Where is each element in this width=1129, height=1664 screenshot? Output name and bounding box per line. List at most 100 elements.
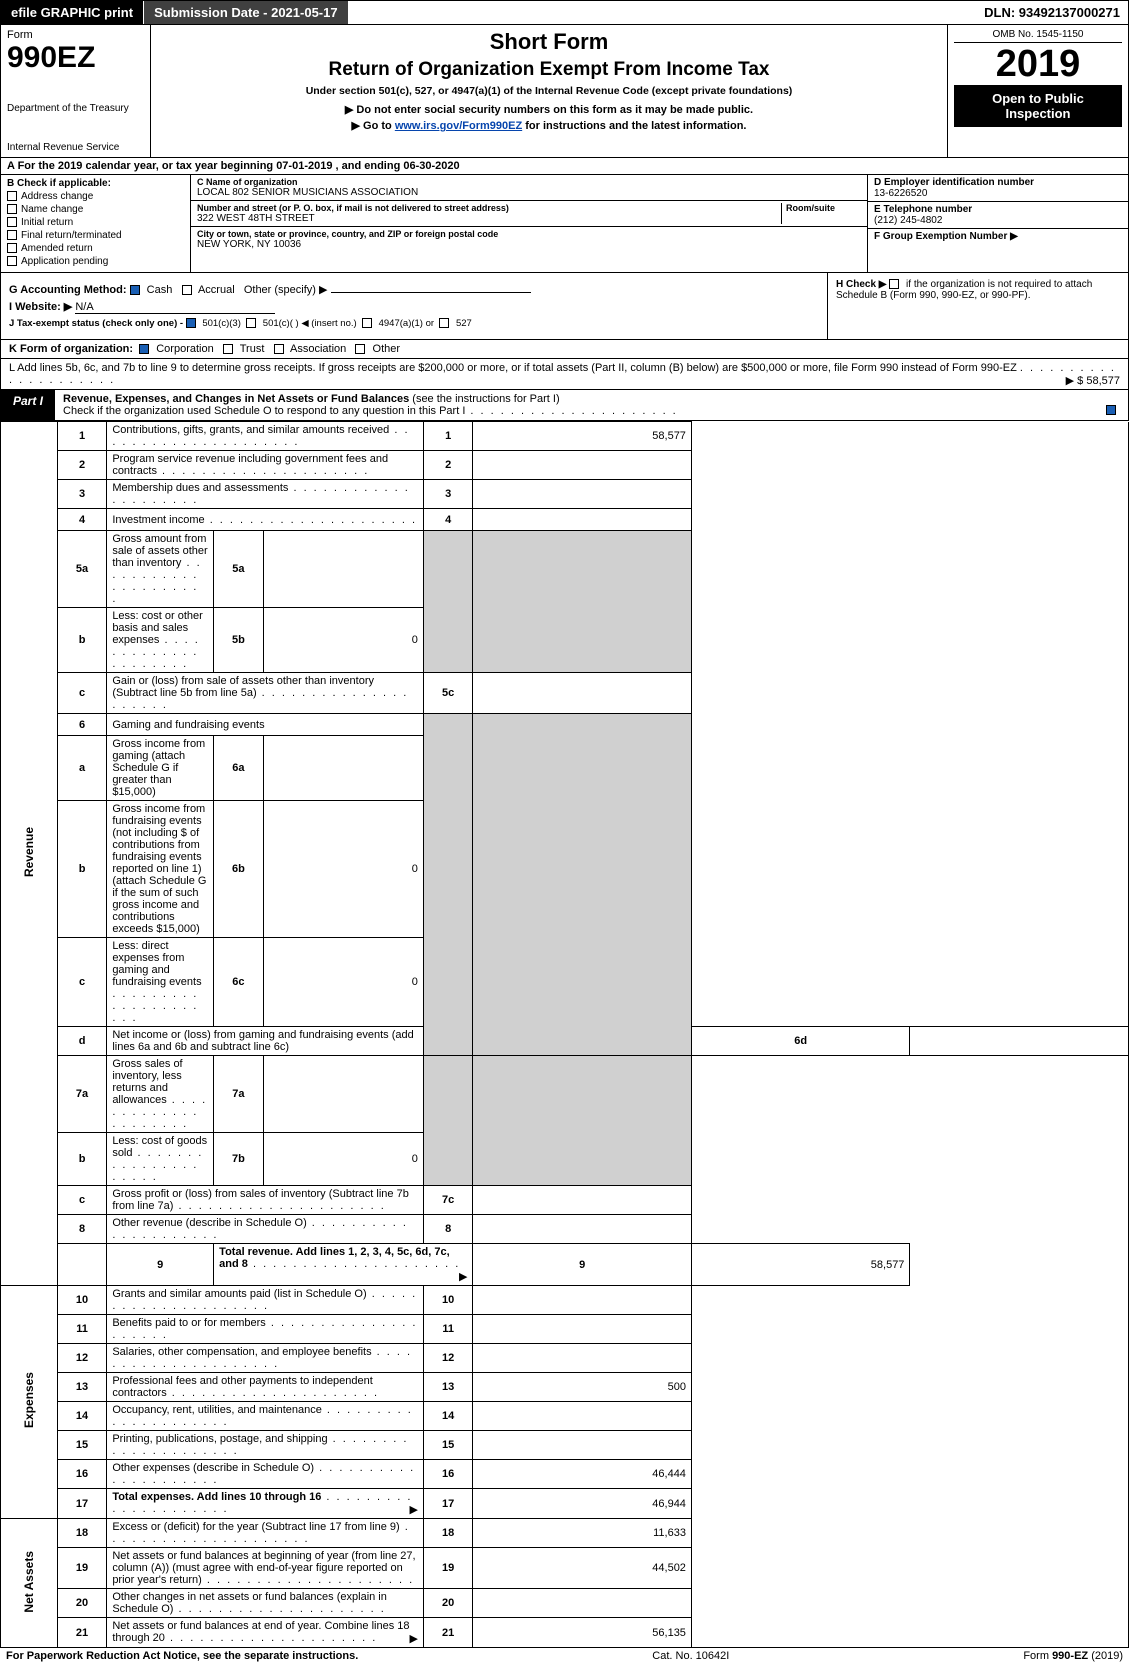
line-amount <box>473 1315 692 1344</box>
footer-formref: Form 990-EZ (2019) <box>1023 1650 1123 1662</box>
line-amount <box>473 1286 692 1315</box>
chk-application-pending[interactable] <box>7 256 17 266</box>
sub-amount: 0 <box>263 938 423 1027</box>
table-row: Expenses 10 Grants and similar amounts p… <box>1 1286 1129 1315</box>
line-ref: 8 <box>423 1215 473 1244</box>
line-ref: 20 <box>423 1589 473 1618</box>
table-row: c Gain or (loss) from sale of assets oth… <box>1 673 1129 714</box>
j-501c: 501(c)( ) ◀ (insert no.) <box>263 318 357 329</box>
table-row: 3 Membership dues and assessments 3 <box>1 480 1129 509</box>
chk-501c3[interactable] <box>186 318 196 328</box>
chk-trust[interactable] <box>223 344 233 354</box>
part1-title-rest: (see the instructions for Part I) <box>412 393 559 405</box>
line-text: Other changes in net assets or fund bala… <box>107 1589 424 1618</box>
line-num: 8 <box>57 1215 107 1244</box>
line-num: 6 <box>57 714 107 736</box>
j-527: 527 <box>456 318 472 329</box>
g-other-input[interactable] <box>331 292 531 293</box>
sub-ref: 6b <box>214 801 264 938</box>
k-line: K Form of organization: Corporation Trus… <box>0 340 1129 359</box>
chk-h[interactable] <box>889 279 899 289</box>
chk-initial-return[interactable] <box>7 217 17 227</box>
sub-amount <box>263 736 423 801</box>
chk-part1-scho[interactable] <box>1106 405 1116 415</box>
chk-cash[interactable] <box>130 285 140 295</box>
line-amount: 58,577 <box>691 1244 910 1286</box>
line-text: Gross amount from sale of assets other t… <box>107 531 214 608</box>
line-text: Gross income from fundraising events (no… <box>107 801 214 938</box>
line-ref: 1 <box>423 422 473 451</box>
submission-date: Submission Date - 2021-05-17 <box>144 1 348 24</box>
line-text: Net assets or fund balances at end of ye… <box>107 1618 424 1648</box>
chk-527[interactable] <box>439 318 449 328</box>
sub-ref: 5a <box>214 531 264 608</box>
street-address: 322 WEST 48TH STREET <box>197 213 781 224</box>
g-cash: Cash <box>147 284 173 296</box>
city-label: City or town, state or province, country… <box>197 229 861 239</box>
chk-label: Address change <box>21 191 93 202</box>
line-text: Gain or (loss) from sale of assets other… <box>107 673 424 714</box>
line-ref: 11 <box>423 1315 473 1344</box>
sub-ref: 6c <box>214 938 264 1027</box>
b-checkboxes: B Check if applicable: Address change Na… <box>1 175 191 272</box>
line-amount: 58,577 <box>473 422 692 451</box>
line-text: Contributions, gifts, grants, and simila… <box>107 422 424 451</box>
g-other: Other (specify) ▶ <box>244 284 328 296</box>
line-text: Less: cost of goods sold <box>107 1133 214 1186</box>
table-row: 9 Total revenue. Add lines 1, 2, 3, 4, 5… <box>1 1244 1129 1286</box>
irs-link[interactable]: www.irs.gov/Form990EZ <box>395 120 522 132</box>
table-row: 17 Total expenses. Add lines 10 through … <box>1 1489 1129 1519</box>
line-text: Net assets or fund balances at beginning… <box>107 1548 424 1589</box>
chk-4947[interactable] <box>362 318 372 328</box>
sub-amount <box>263 531 423 608</box>
chk-amended-return[interactable] <box>7 243 17 253</box>
d-label: D Employer identification number <box>874 177 1122 188</box>
efile-print-button[interactable]: efile GRAPHIC print <box>1 1 144 24</box>
line-amount <box>473 673 692 714</box>
chk-address-change[interactable] <box>7 191 17 201</box>
h-block: H Check ▶ if the organization is not req… <box>828 273 1128 339</box>
line-amount <box>473 509 692 531</box>
line-amount <box>473 1215 692 1244</box>
line-num: 9 <box>107 1244 214 1286</box>
l-text: L Add lines 5b, 6c, and 7b to line 9 to … <box>9 362 1017 374</box>
line-num: 13 <box>57 1373 107 1402</box>
chk-final-return[interactable] <box>7 230 17 240</box>
table-row: 8 Other revenue (describe in Schedule O)… <box>1 1215 1129 1244</box>
line-ref: 19 <box>423 1548 473 1589</box>
d-e-f-block: D Employer identification number 13-6226… <box>868 175 1128 272</box>
line-num: c <box>57 938 107 1027</box>
dept-treasury: Department of the Treasury <box>7 103 144 114</box>
shade-cell <box>473 531 692 673</box>
sub-amount <box>263 1056 423 1133</box>
c-name-address: C Name of organization LOCAL 802 SENIOR … <box>191 175 868 272</box>
table-row: 2 Program service revenue including gove… <box>1 451 1129 480</box>
h-label: H Check ▶ <box>836 279 886 290</box>
chk-name-change[interactable] <box>7 204 17 214</box>
shade-cell <box>473 1056 692 1186</box>
line-text: Professional fees and other payments to … <box>107 1373 424 1402</box>
part1-check-line: Check if the organization used Schedule … <box>63 405 465 417</box>
open-to-public: Open to Public Inspection <box>954 85 1122 127</box>
line-text: Total expenses. Add lines 10 through 16 … <box>107 1489 424 1519</box>
table-row: 12 Salaries, other compensation, and emp… <box>1 1344 1129 1373</box>
line-a-tax-year: A For the 2019 calendar year, or tax yea… <box>0 158 1129 175</box>
line-amount: 44,502 <box>473 1548 692 1589</box>
chk-corporation[interactable] <box>139 344 149 354</box>
line-amount <box>473 1589 692 1618</box>
chk-accrual[interactable] <box>182 285 192 295</box>
table-row: 4 Investment income 4 <box>1 509 1129 531</box>
line-text: Net income or (loss) from gaming and fun… <box>107 1027 424 1056</box>
part1-tab: Part I <box>1 390 55 420</box>
line-ref: 17 <box>423 1489 473 1519</box>
revenue-section-label: Revenue <box>1 422 58 1286</box>
chk-501c[interactable] <box>246 318 256 328</box>
j-label: J Tax-exempt status (check only one) - <box>9 318 183 329</box>
chk-other[interactable] <box>355 344 365 354</box>
return-title: Return of Organization Exempt From Incom… <box>159 59 939 81</box>
table-row: c Gross profit or (loss) from sales of i… <box>1 1186 1129 1215</box>
line-num: 10 <box>57 1286 107 1315</box>
dln: DLN: 93492137000271 <box>976 1 1128 24</box>
chk-association[interactable] <box>274 344 284 354</box>
line-text: Less: cost or other basis and sales expe… <box>107 608 214 673</box>
